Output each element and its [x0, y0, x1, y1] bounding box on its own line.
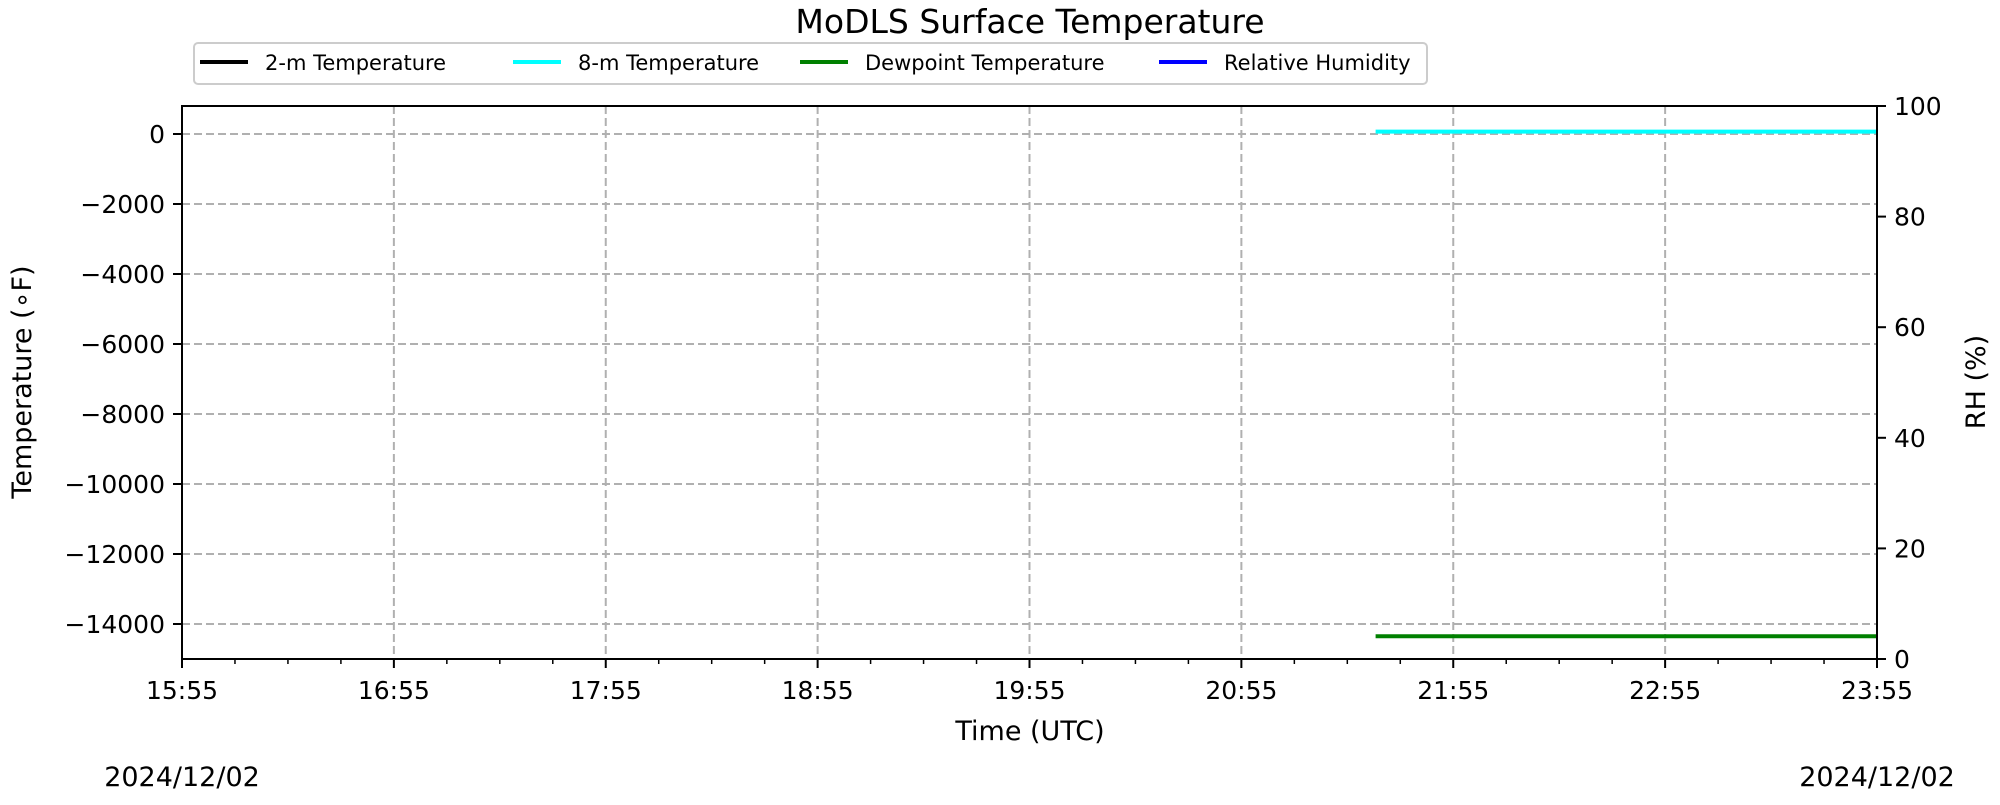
x-axis-title: Time (UTC)	[954, 716, 1104, 747]
y2-tick-label: 20	[1894, 534, 1926, 563]
y-tick-label: −2000	[80, 190, 165, 219]
x-tick-label: 15:55	[146, 676, 218, 705]
x-tick-label: 23:55	[1841, 676, 1913, 705]
y2-tick-label: 40	[1894, 424, 1926, 453]
x-tick-label: 22:55	[1629, 676, 1701, 705]
y-tick-label: −6000	[80, 330, 165, 359]
y-tick-label: 0	[149, 120, 165, 149]
start-date-label: 2024/12/02	[104, 762, 260, 793]
x-tick-label: 18:55	[782, 676, 854, 705]
legend-item-2-m-temperature: 2-m Temperature	[200, 51, 446, 75]
legend: 2-m Temperature 8-m Temperature Dewpoint T…	[193, 42, 1428, 85]
legend-label: Dewpoint Temperature	[865, 51, 1105, 75]
x-axis: 15:55 16:55 17:55 18:55 19:55 20:55 21:55 22:55…	[146, 659, 1913, 705]
legend-item-relative-humidity: Relative Humidity	[1159, 51, 1411, 75]
y-tick-label: −10000	[65, 470, 165, 499]
y2-tick-label: 100	[1894, 92, 1942, 121]
x-tick-label: 16:55	[358, 676, 430, 705]
y-axis-right: 0 20 40 60 80 100	[1877, 92, 1942, 674]
x-tick-label: 21:55	[1417, 676, 1489, 705]
x-tick-label: 17:55	[570, 676, 642, 705]
y-tick-label: −4000	[80, 260, 165, 289]
legend-item-8-m-temperature: 8-m Temperature	[513, 51, 759, 75]
legend-label: 2-m Temperature	[265, 51, 446, 75]
chart-title: MoDLS Surface Temperature	[795, 2, 1264, 41]
legend-item-dewpoint-temperature: Dewpoint Temperature	[800, 51, 1105, 75]
y2-tick-label: 0	[1894, 645, 1910, 674]
y-axis-title: Temperature (∘F)	[7, 265, 38, 499]
y-tick-label: −14000	[65, 610, 165, 639]
grid	[182, 106, 1877, 659]
y-axis-left: 0 −2000 −4000 −6000 −8000 −10000 −12000 −14000	[65, 120, 182, 639]
x-tick-label: 20:55	[1205, 676, 1277, 705]
y2-tick-label: 60	[1894, 313, 1926, 342]
x-tick-label: 19:55	[993, 676, 1065, 705]
end-date-label: 2024/12/02	[1799, 762, 1955, 793]
y-tick-label: −12000	[65, 540, 165, 569]
y-tick-label: −8000	[80, 400, 165, 429]
series-layer	[1375, 129, 1877, 639]
legend-label: Relative Humidity	[1224, 51, 1411, 75]
y2-tick-label: 80	[1894, 203, 1926, 232]
legend-label: 8-m Temperature	[578, 51, 759, 75]
y2-axis-title: RH (%)	[1961, 335, 1992, 429]
